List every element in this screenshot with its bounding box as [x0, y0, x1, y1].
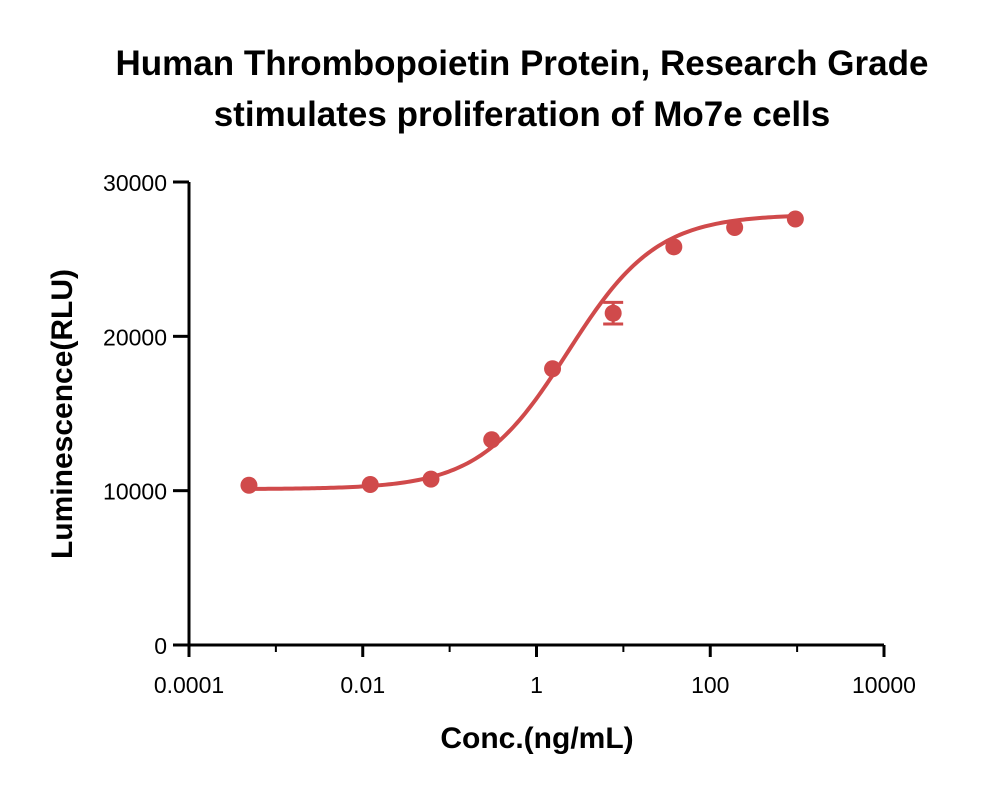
data-point: [240, 476, 258, 494]
fit-curve-layer: [248, 214, 796, 491]
x-axis-label: Conc.(ng/mL): [440, 722, 633, 755]
axes: 0.0001 0.01 1 100 10000 0 10000 20000 30000: [103, 170, 916, 698]
data-point: [422, 470, 440, 488]
data-point: [786, 210, 804, 228]
data-points-layer: [240, 210, 804, 494]
x-tick-label: 0.01: [340, 672, 385, 698]
data-point: [544, 360, 562, 378]
data-point: [665, 238, 683, 256]
data-point: [604, 304, 622, 322]
y-tick-label: 30000: [103, 170, 167, 196]
chart-subtitle: stimulates proliferation of Mo7e cells: [214, 95, 831, 134]
x-tick-label: 100: [691, 672, 729, 698]
y-axis-label: Luminescence(RLU): [46, 269, 79, 559]
data-point: [726, 219, 744, 237]
y-tick-label: 10000: [103, 479, 167, 505]
y-tick-label: 20000: [103, 324, 167, 350]
data-point: [361, 475, 379, 493]
x-tick-label: 10000: [852, 672, 916, 698]
data-point: [483, 431, 501, 449]
x-tick-label: 0.0001: [154, 672, 224, 698]
y-tick-label: 0: [154, 633, 167, 659]
x-tick-label: 1: [530, 672, 543, 698]
fit-curve: [248, 214, 796, 491]
chart-title: Human Thrombopoietin Protein, Research G…: [116, 44, 929, 83]
